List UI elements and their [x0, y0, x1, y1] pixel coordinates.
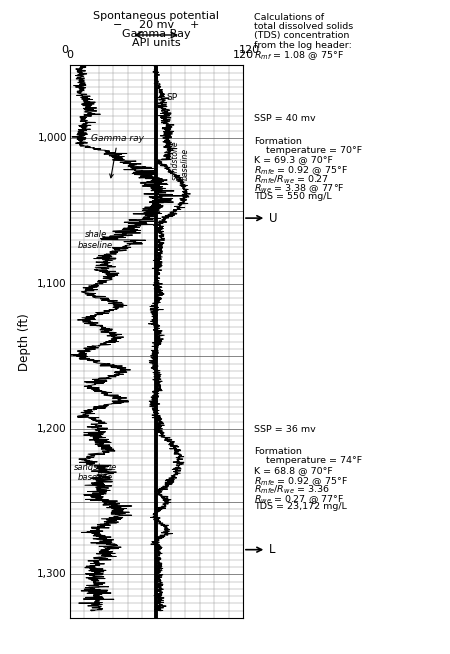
Text: $R_{mf}$ = 1.08 @ 75°F: $R_{mf}$ = 1.08 @ 75°F [254, 50, 344, 62]
Text: 120: 120 [239, 45, 260, 55]
Text: shale
baseline: shale baseline [78, 230, 113, 250]
Text: sandstone
baseline: sandstone baseline [171, 140, 190, 180]
Text: temperature = 74°F: temperature = 74°F [254, 456, 362, 466]
Text: API units: API units [132, 39, 180, 48]
Text: $R_{we}$ = 0.27 @ 77°F: $R_{we}$ = 0.27 @ 77°F [254, 493, 344, 506]
Text: TDS = 550 mg/L: TDS = 550 mg/L [254, 192, 332, 201]
Text: temperature = 70°F: temperature = 70°F [254, 146, 362, 155]
Text: $R_{we}$ = 3.38 @ 77°F: $R_{we}$ = 3.38 @ 77°F [254, 182, 345, 195]
Text: $R_{mfe}$/$R_{we}$ = 3.36: $R_{mfe}$/$R_{we}$ = 3.36 [254, 484, 330, 496]
Text: Gamma ray: Gamma ray [91, 133, 144, 178]
Y-axis label: Depth (ft): Depth (ft) [18, 313, 31, 371]
Text: Spontaneous potential: Spontaneous potential [93, 11, 219, 21]
Text: TDS = 23,172 mg/L: TDS = 23,172 mg/L [254, 502, 347, 511]
Text: 0: 0 [66, 50, 73, 60]
Text: Gamma Ray: Gamma Ray [122, 29, 190, 39]
Text: $R_{mfe}$ = 0.92 @ 75°F: $R_{mfe}$ = 0.92 @ 75°F [254, 164, 348, 177]
Text: Calculations of: Calculations of [254, 13, 324, 22]
Text: $R_{mfe}$ = 0.92 @ 75°F: $R_{mfe}$ = 0.92 @ 75°F [254, 475, 348, 487]
Text: K = 68.8 @ 70°F: K = 68.8 @ 70°F [254, 466, 333, 475]
Text: U: U [246, 212, 278, 224]
Text: (TDS) concentration: (TDS) concentration [254, 31, 350, 41]
Text: from the log header:: from the log header: [254, 41, 352, 50]
Text: 120: 120 [233, 50, 253, 60]
Text: total dissolved solids: total dissolved solids [254, 22, 354, 31]
Text: 20 mv: 20 mv [139, 20, 174, 30]
Text: 1,000: 1,000 [37, 133, 67, 143]
Text: SSP = 40 mv: SSP = 40 mv [254, 114, 316, 124]
Text: L: L [246, 543, 275, 556]
Text: SP: SP [166, 93, 178, 102]
Text: +: + [190, 20, 199, 30]
Text: −: − [113, 20, 122, 30]
Text: 1,200: 1,200 [37, 424, 67, 434]
Text: Formation: Formation [254, 137, 302, 146]
Text: 0: 0 [62, 45, 69, 55]
Text: K = 69.3 @ 70°F: K = 69.3 @ 70°F [254, 155, 333, 164]
Text: 1,100: 1,100 [37, 279, 67, 288]
Text: $R_{mfe}$/$R_{we}$ = 0.27: $R_{mfe}$/$R_{we}$ = 0.27 [254, 173, 329, 186]
Text: sandstone
baseline: sandstone baseline [74, 463, 117, 482]
Text: 1,300: 1,300 [37, 570, 67, 579]
Text: Formation: Formation [254, 447, 302, 456]
Text: SSP = 36 mv: SSP = 36 mv [254, 425, 316, 434]
